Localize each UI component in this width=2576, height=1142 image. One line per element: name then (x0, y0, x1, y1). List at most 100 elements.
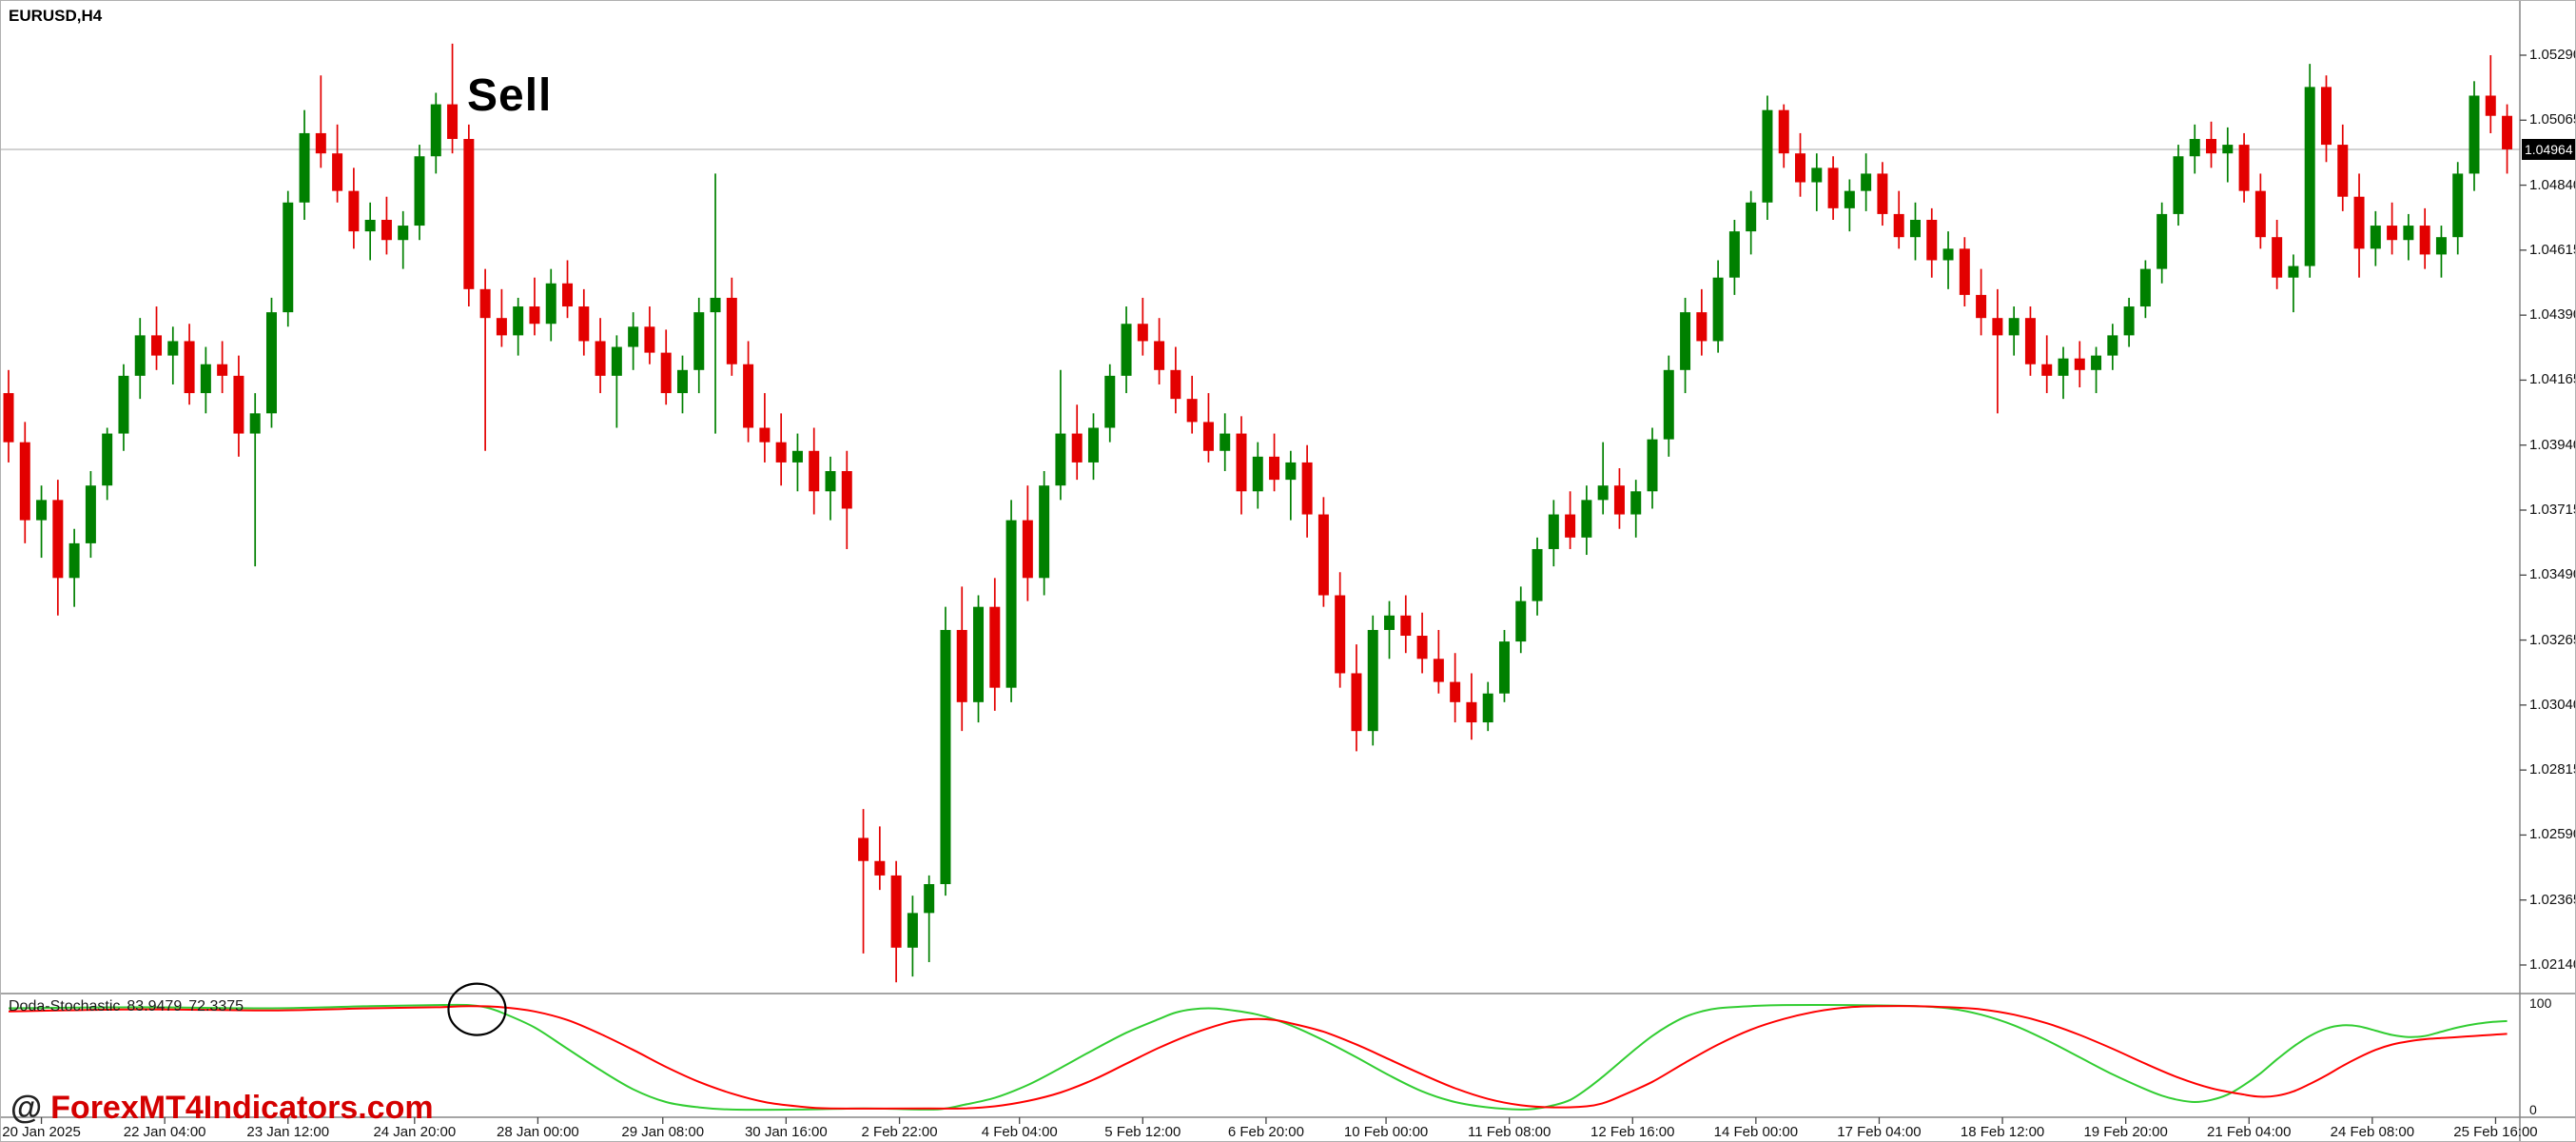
candle (1712, 260, 1724, 353)
candle (430, 92, 441, 174)
candle (299, 109, 310, 220)
circle-annotation[interactable] (447, 982, 507, 1036)
time-axis-label: 14 Feb 00:00 (1713, 1124, 1799, 1140)
candle (414, 145, 425, 241)
candle (2387, 202, 2398, 255)
candle (1071, 404, 1083, 481)
candle (2272, 219, 2283, 289)
price-axis-label: 1.02590 (2529, 826, 2576, 843)
price-axis-label: 1.03490 (2529, 566, 2576, 583)
candle (2008, 306, 2020, 356)
time-axis-label: 25 Feb 16:00 (2453, 1124, 2538, 1140)
price-axis-label: 1.04840 (2529, 176, 2576, 193)
candle (1252, 442, 1263, 509)
candle (1565, 491, 1576, 549)
candle (660, 329, 672, 405)
candle (1236, 416, 1247, 515)
candle (2091, 346, 2102, 394)
price-axis-label: 1.02815 (2529, 761, 2576, 778)
candle (1778, 104, 1789, 168)
candle (1909, 202, 1921, 261)
candle (2353, 173, 2365, 278)
candle (644, 306, 655, 364)
price-axis-label: 1.04165 (2529, 371, 2576, 388)
stochastic-fast-line (8, 1003, 2508, 1112)
candle (52, 480, 64, 616)
candle (809, 427, 820, 515)
candle (2370, 210, 2381, 266)
candle (1285, 450, 1297, 521)
candle (447, 43, 459, 154)
candle (2173, 145, 2184, 226)
candle (2074, 341, 2085, 388)
candle (2041, 335, 2053, 394)
price-axis-label: 1.03265 (2529, 631, 2576, 648)
candle (1680, 297, 1691, 394)
candle (1154, 318, 1165, 384)
candle (513, 297, 524, 356)
candle (1926, 207, 1938, 278)
candle (1515, 586, 1527, 654)
time-axis-label: 20 Jan 2025 (2, 1124, 81, 1140)
candle (1992, 288, 2003, 414)
time-axis-label: 24 Feb 08:00 (2330, 1124, 2415, 1140)
stoch-axis-max-label: 100 (2529, 995, 2552, 1011)
candle (68, 528, 80, 607)
candle (2254, 173, 2266, 249)
candle (1220, 413, 1231, 472)
candle (1827, 156, 1839, 220)
candle (151, 306, 163, 370)
candle (1301, 444, 1313, 538)
candle (283, 190, 294, 327)
candle (1597, 442, 1609, 515)
candle (2403, 213, 2414, 261)
candle (2502, 104, 2513, 174)
candle (381, 196, 392, 255)
candle (1400, 595, 1412, 654)
candle (1613, 467, 1625, 529)
price-axis-label: 1.04390 (2529, 306, 2576, 324)
candle (1811, 153, 1823, 211)
time-axis-label: 23 Jan 12:00 (246, 1124, 330, 1140)
time-axis-label: 11 Feb 08:00 (1468, 1124, 1551, 1140)
candle (2238, 132, 2250, 203)
candle (1367, 615, 1378, 746)
time-axis-label: 12 Feb 16:00 (1590, 1124, 1675, 1140)
stochastic-signal-line (8, 1005, 2508, 1110)
candle (1186, 375, 1198, 434)
candle (2469, 81, 2480, 191)
candle (19, 422, 30, 543)
candle (775, 413, 787, 486)
candle (1696, 288, 1708, 356)
time-axis-label: 2 Feb 22:00 (861, 1124, 938, 1140)
candle (1137, 297, 1148, 356)
candle (578, 288, 590, 356)
symbol-timeframe-label: EURUSD,H4 (9, 7, 103, 25)
candle (2435, 226, 2447, 278)
candle (595, 318, 606, 394)
price-axis-label: 1.05065 (2529, 111, 2576, 128)
candle (332, 124, 343, 203)
candle (1844, 179, 1855, 232)
candle (973, 595, 985, 723)
candles-layer (3, 43, 2513, 983)
candle (1466, 673, 1477, 740)
candle (2024, 306, 2036, 376)
candle (1795, 132, 1806, 197)
time-axis-label: 17 Feb 04:00 (1837, 1124, 1922, 1140)
price-axis-label: 1.02365 (2529, 891, 2576, 908)
candle (2485, 55, 2496, 133)
time-axis-label: 5 Feb 12:00 (1104, 1124, 1181, 1140)
candle (1121, 306, 1132, 394)
candle (628, 312, 639, 370)
sell-annotation[interactable]: Sell (467, 70, 553, 121)
candle (200, 346, 211, 414)
candle (1762, 95, 1773, 220)
candle (989, 578, 1001, 711)
time-axis-label: 28 Jan 00:00 (497, 1124, 579, 1140)
time-axis-label: 30 Jan 16:00 (744, 1124, 828, 1140)
candle (1893, 190, 1904, 249)
candle (1351, 644, 1362, 752)
